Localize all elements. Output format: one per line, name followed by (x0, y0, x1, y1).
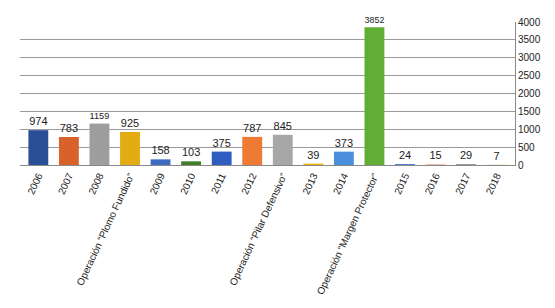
svg-text:24: 24 (399, 149, 411, 161)
svg-text:2015: 2015 (392, 171, 412, 196)
svg-text:375: 375 (212, 137, 230, 149)
svg-text:2000: 2000 (518, 88, 541, 99)
svg-text:2009: 2009 (148, 171, 168, 196)
svg-text:2010: 2010 (178, 171, 198, 196)
svg-text:1159: 1159 (90, 111, 110, 121)
svg-text:373: 373 (335, 137, 353, 149)
svg-text:2007: 2007 (56, 171, 76, 196)
svg-text:2017: 2017 (453, 171, 473, 196)
svg-text:3000: 3000 (518, 52, 541, 63)
svg-text:4000: 4000 (518, 17, 541, 28)
svg-text:2011: 2011 (209, 171, 228, 196)
svg-text:2500: 2500 (518, 70, 541, 81)
svg-text:2014: 2014 (331, 171, 351, 196)
svg-text:15: 15 (429, 149, 441, 161)
svg-text:3500: 3500 (518, 34, 541, 45)
svg-text:2013: 2013 (300, 171, 320, 196)
svg-text:103: 103 (182, 146, 200, 158)
svg-text:845: 845 (274, 120, 292, 132)
svg-text:39: 39 (307, 149, 319, 161)
svg-text:1500: 1500 (518, 106, 541, 117)
svg-text:2008: 2008 (86, 171, 106, 196)
svg-text:2012: 2012 (239, 171, 259, 196)
svg-text:Operación “Margen Protector”: Operación “Margen Protector” (315, 171, 381, 296)
svg-text:787: 787 (243, 122, 261, 134)
svg-text:158: 158 (151, 144, 169, 156)
svg-text:1000: 1000 (518, 124, 541, 135)
svg-text:2006: 2006 (25, 171, 45, 196)
svg-text:974: 974 (29, 115, 47, 127)
svg-text:783: 783 (60, 122, 78, 134)
svg-text:2018: 2018 (484, 171, 504, 196)
svg-text:925: 925 (121, 117, 139, 129)
svg-text:Operación “Plomo Fundido”: Operación “Plomo Fundido” (74, 171, 136, 287)
svg-text:0: 0 (518, 160, 524, 171)
svg-text:Operación “Pilar Defensivo”: Operación “Pilar Defensivo” (227, 171, 289, 287)
svg-text:29: 29 (460, 149, 472, 161)
svg-text:3852: 3852 (365, 15, 385, 25)
svg-text:7: 7 (494, 150, 500, 162)
svg-text:2016: 2016 (423, 171, 443, 196)
svg-text:500: 500 (518, 142, 535, 153)
